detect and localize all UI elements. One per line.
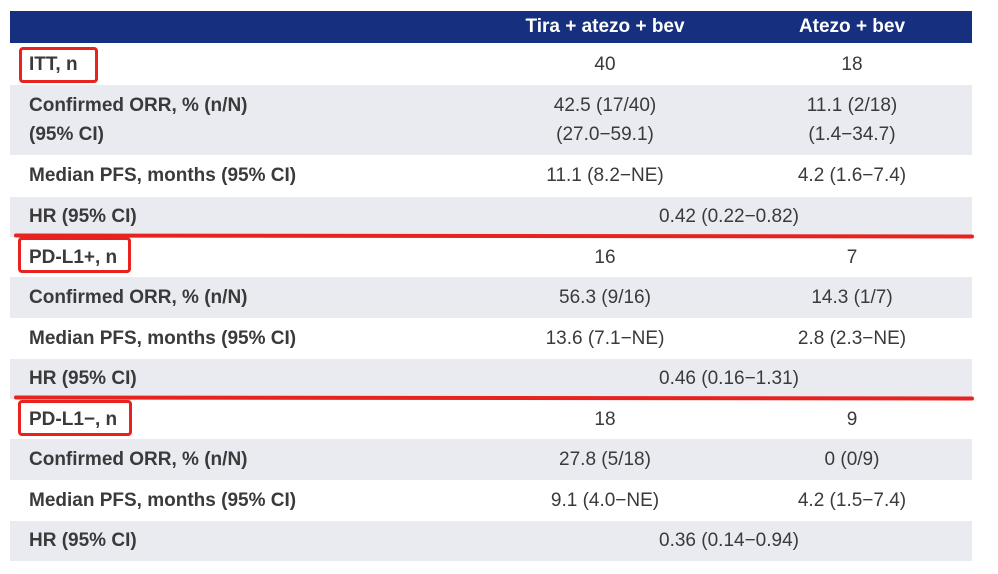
pdl1-neg-highlight-box xyxy=(18,400,132,436)
pdl1-pos-title: PD-L1+, n xyxy=(29,247,118,268)
header-tira-atezo-bev: Tira + atezo + bev xyxy=(525,16,685,37)
pdl1-neg-orr-atezo: 0 (0/9) xyxy=(824,449,880,470)
pdl1-pos-pfs-row: Median PFS, months (95% CI) 13.6 (7.1−NE… xyxy=(10,318,972,359)
table-header: Tira + atezo + bev Atezo + bev xyxy=(10,11,972,43)
pdl1-neg-pfs-label: Median PFS, months (95% CI) xyxy=(29,490,297,511)
pdl1-neg-orr-tira: 27.8 (5/18) xyxy=(559,449,651,470)
pdl1-pos-hr-value: 0.46 (0.16−1.31) xyxy=(659,368,799,389)
pdl1-neg-hr-label: HR (95% CI) xyxy=(29,530,137,551)
itt-n-atezo: 18 xyxy=(841,54,863,75)
itt-hr-label: HR (95% CI) xyxy=(29,206,137,227)
pdl1-neg-pfs-atezo: 4.2 (1.5−7.4) xyxy=(797,490,907,511)
itt-orr-label-line2: (95% CI) xyxy=(29,124,104,145)
itt-pfs-label: Median PFS, months (95% CI) xyxy=(29,165,297,186)
header-atezo-bev: Atezo + bev xyxy=(798,16,906,37)
itt-orr-atezo-line2: (1.4−34.7) xyxy=(808,124,896,145)
pdl1-neg-orr-row: Confirmed ORR, % (n/N) 27.8 (5/18) 0 (0/… xyxy=(10,439,972,480)
itt-title: ITT, n xyxy=(29,54,78,75)
pdl1-neg-hr-row: HR (95% CI) 0.36 (0.14−0.94) xyxy=(10,521,972,561)
itt-highlight-box xyxy=(19,47,98,83)
pdl1-neg-hr-value: 0.36 (0.14−0.94) xyxy=(659,530,799,551)
pdl1-pos-n-tira: 16 xyxy=(594,247,616,268)
pdl1-neg-orr-label: Confirmed ORR, % (n/N) xyxy=(29,449,248,470)
pdl1-neg-pfs-row: Median PFS, months (95% CI) 9.1 (4.0−NE)… xyxy=(10,480,972,521)
pdl1-pos-pfs-tira: 13.6 (7.1−NE) xyxy=(545,328,665,349)
pdl1-neg-n-row: PD-L1−, n 18 9 xyxy=(10,399,972,439)
itt-pfs-tira: 11.1 (8.2−NE) xyxy=(546,165,664,186)
pdl1-pos-orr-tira: 56.3 (9/16) xyxy=(559,287,651,308)
pdl1-pos-highlight-box xyxy=(18,237,131,273)
itt-orr-tira-line1: 42.5 (17/40) xyxy=(553,95,657,116)
pdl1-pos-orr-row: Confirmed ORR, % (n/N) 56.3 (9/16) 14.3 … xyxy=(10,277,972,318)
itt-pfs-row: Median PFS, months (95% CI) 11.1 (8.2−NE… xyxy=(10,155,972,197)
itt-n-row: ITT, n 40 18 xyxy=(10,43,972,85)
pdl1-pos-hr-label: HR (95% CI) xyxy=(29,368,137,389)
pdl1-pos-n-atezo: 7 xyxy=(846,247,858,268)
pdl1-pos-pfs-atezo: 2.8 (2.3−NE) xyxy=(797,328,907,349)
pdl1-neg-n-tira: 18 xyxy=(594,409,616,430)
itt-orr-tira-line2: (27.0−59.1) xyxy=(556,124,654,145)
pdl1-pos-pfs-label: Median PFS, months (95% CI) xyxy=(29,328,297,349)
pdl1-neg-title: PD-L1−, n xyxy=(29,409,118,430)
pdl1-pos-orr-label: Confirmed ORR, % (n/N) xyxy=(29,287,248,308)
itt-n-tira: 40 xyxy=(594,54,616,75)
itt-hr-row: HR (95% CI) 0.42 (0.22−0.82) xyxy=(10,197,972,237)
pdl1-pos-orr-atezo: 14.3 (1/7) xyxy=(811,287,893,308)
pdl1-pos-n-row: PD-L1+, n 16 7 xyxy=(10,237,972,277)
pdl1-neg-n-atezo: 9 xyxy=(846,409,858,430)
pdl1-neg-pfs-tira: 9.1 (4.0−NE) xyxy=(550,490,660,511)
itt-orr-row: Confirmed ORR, % (n/N) (95% CI) 42.5 (17… xyxy=(10,85,972,155)
itt-orr-label-line1: Confirmed ORR, % (n/N) xyxy=(29,95,248,116)
itt-hr-value: 0.42 (0.22−0.82) xyxy=(659,206,799,227)
itt-orr-atezo-line1: 11.1 (2/18) xyxy=(806,95,898,116)
itt-pfs-atezo: 4.2 (1.6−7.4) xyxy=(797,165,907,186)
pdl1-pos-hr-row: HR (95% CI) 0.46 (0.16−1.31) xyxy=(10,359,972,399)
